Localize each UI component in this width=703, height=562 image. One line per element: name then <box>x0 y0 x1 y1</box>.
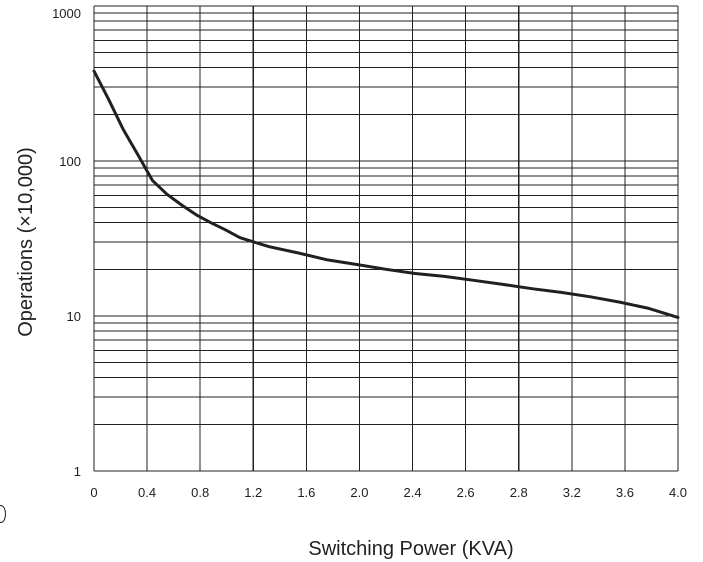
x-tick-label: 4.0 <box>669 485 687 500</box>
x-tick-label: 2.0 <box>350 485 368 500</box>
y-axis-title: Operations (×10,000) <box>15 147 37 337</box>
x-tick-label: 3.2 <box>563 485 581 500</box>
x-tick-label: 2.4 <box>404 485 422 500</box>
y-tick-label: 1 <box>74 464 81 479</box>
y-tick-label: 10 <box>67 309 81 324</box>
x-tick-label: 2.6 <box>457 485 475 500</box>
series-line <box>92 69 680 319</box>
x-tick-label: 0 <box>90 485 97 500</box>
x-tick-label: 1.2 <box>244 485 262 500</box>
grid <box>93 5 679 472</box>
x-axis-title: Switching Power (KVA) <box>308 538 513 560</box>
y-tick-label: 1000 <box>52 6 81 21</box>
y-tick-labels: 1 10 100 1000 <box>52 6 81 479</box>
x-tick-labels: 0 0.4 0.8 1.2 1.6 2.0 2.4 2.6 2.8 3.2 3.6 4.0 <box>90 485 687 500</box>
x-tick-label: 0.8 <box>191 485 209 500</box>
x-tick-label: 0.4 <box>138 485 156 500</box>
x-tick-label: 3.6 <box>616 485 634 500</box>
x-tick-label: 2.8 <box>510 485 528 500</box>
x-tick-label: 1.6 <box>297 485 315 500</box>
y-tick-label: 100 <box>59 154 81 169</box>
series-layer <box>92 69 680 319</box>
